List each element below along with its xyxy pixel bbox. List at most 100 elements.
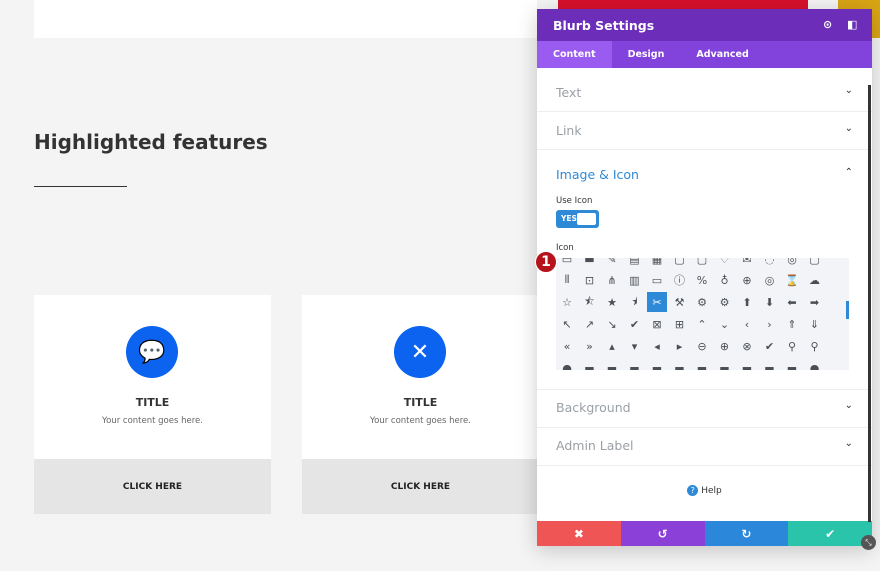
icon-option[interactable]: › bbox=[767, 317, 772, 331]
icon-option[interactable]: ♁ bbox=[720, 273, 729, 287]
icon-option[interactable]: ◂ bbox=[654, 339, 660, 353]
tab-design[interactable]: Design bbox=[627, 49, 665, 60]
cancel-button[interactable]: ✖ bbox=[537, 521, 621, 546]
resize-handle-icon[interactable]: ⤡ bbox=[861, 535, 876, 550]
redo-button[interactable]: ↻ bbox=[704, 521, 789, 546]
icon-option[interactable]: ↖ bbox=[562, 317, 572, 331]
icon-option[interactable]: ▬ bbox=[651, 361, 663, 371]
icon-option[interactable]: ⬆ bbox=[742, 295, 752, 309]
icon-option[interactable]: ▢ bbox=[696, 258, 708, 266]
icon-option[interactable]: ▾ bbox=[631, 339, 638, 353]
icon-option[interactable]: ⌛ bbox=[785, 273, 799, 287]
icon-option[interactable]: ⯨ bbox=[631, 294, 638, 308]
icon-option[interactable]: ⊕ bbox=[719, 339, 730, 353]
click-here-button[interactable]: CLICK HERE bbox=[302, 459, 539, 514]
section-text[interactable]: Text ⌄ bbox=[556, 85, 853, 100]
panel-scrollbar[interactable] bbox=[868, 85, 871, 522]
icon-option[interactable]: ▬ bbox=[674, 361, 685, 371]
icon-option[interactable]: ☆ bbox=[562, 295, 572, 309]
icon-option[interactable]: ⬇ bbox=[764, 295, 775, 309]
icon-option[interactable]: ⚲ bbox=[787, 339, 797, 353]
help-link[interactable]: ? Help bbox=[537, 485, 872, 496]
blurb-card[interactable]: 💬 TITLE Your content goes here. CLICK HE… bbox=[34, 295, 271, 514]
panel-header[interactable]: Blurb Settings ⊙ ◧ bbox=[537, 9, 872, 41]
icon-option[interactable]: ✉ bbox=[742, 258, 752, 266]
icon-option[interactable]: ▬ bbox=[741, 361, 753, 371]
icon-option[interactable]: ✂ bbox=[647, 292, 667, 312]
icon-option[interactable]: ◎ bbox=[787, 258, 797, 266]
chat-bubble-icon: 💬 bbox=[126, 326, 178, 378]
icon-option[interactable]: ✔ bbox=[629, 317, 640, 331]
icon-option[interactable]: ▬ bbox=[629, 361, 640, 371]
icon-option[interactable]: « bbox=[563, 339, 571, 353]
tab-advanced[interactable]: Advanced bbox=[696, 49, 749, 60]
icon-option[interactable]: ▢ bbox=[674, 258, 685, 266]
icon-option[interactable]: ⊕ bbox=[742, 273, 752, 287]
icon-option[interactable]: ▬ bbox=[584, 258, 595, 266]
icon-option[interactable]: ➡ bbox=[809, 295, 820, 309]
section-admin-label[interactable]: Admin Label ⌄ bbox=[556, 438, 853, 453]
icon-option[interactable]: ▦ bbox=[651, 258, 663, 266]
icon-option[interactable]: ⯪ bbox=[584, 294, 595, 308]
icon-option[interactable]: ⊠ bbox=[652, 317, 662, 331]
icon-picker-grid[interactable]: ▭ ▬ ✎ ▤ ▦ ▢ ▢ ♡ ✉ ◌ ◎ ▢ ⫴ ⊡ ⋔ ▥ ▭ ⓘ% ♁ ⊕ ◎ ⌛ ☁ ☆ ⯪ ★ ⯨ ✂ ⚒ ⚙ ⚙ ⬆ ⬇ ⬅ ➡ ↖ ↗ ↘ ✔… bbox=[556, 258, 849, 370]
icon-option[interactable]: ⌃ bbox=[697, 317, 707, 331]
icon-option[interactable]: ★ bbox=[607, 295, 617, 309]
icon-option[interactable]: ▬ bbox=[606, 361, 618, 371]
icon-option[interactable]: ▥ bbox=[629, 273, 640, 287]
icon-option[interactable]: ⊗ bbox=[742, 339, 752, 353]
panel-footer: ✖ ↺ ↻ ✔ bbox=[537, 521, 872, 546]
icon-option[interactable]: ↘ bbox=[607, 317, 617, 331]
icon-option[interactable]: ✎ bbox=[607, 258, 617, 266]
icon-option[interactable]: ✔ bbox=[764, 339, 775, 353]
icon-option[interactable]: ▭ bbox=[561, 258, 573, 266]
icon-option[interactable]: ▬ bbox=[584, 361, 595, 371]
icon-option[interactable]: ▭ bbox=[651, 273, 663, 287]
icon-option[interactable]: ⊞ bbox=[674, 317, 685, 331]
icon-option[interactable]: ▬ bbox=[764, 361, 775, 371]
icon-option[interactable]: ⌄ bbox=[719, 317, 730, 331]
blurb-card[interactable]: ✕ TITLE Your content goes here. CLICK HE… bbox=[302, 295, 539, 514]
icon-option[interactable]: ⚲ bbox=[810, 339, 819, 353]
icon-option[interactable]: ⬅ bbox=[787, 295, 797, 309]
icon-option[interactable]: ⋔ bbox=[607, 273, 617, 287]
fullscreen-icon[interactable]: ⊙ bbox=[823, 18, 833, 31]
icon-option[interactable]: ◌ bbox=[764, 258, 775, 266]
click-here-button[interactable]: CLICK HERE bbox=[34, 459, 271, 514]
icon-option[interactable]: ⇑ bbox=[787, 317, 797, 331]
icon-option[interactable]: ☁ bbox=[809, 273, 820, 287]
icon-option[interactable]: ⊖ bbox=[697, 339, 707, 353]
icon-option[interactable]: ↗ bbox=[584, 317, 595, 331]
use-icon-toggle[interactable]: YES bbox=[556, 210, 599, 228]
icon-option[interactable]: ‹ bbox=[744, 317, 750, 331]
icon-option[interactable]: ♡ bbox=[719, 258, 730, 266]
icon-option[interactable]: ⚒ bbox=[674, 295, 685, 309]
icon-picker-scrollbar[interactable] bbox=[846, 301, 849, 319]
icon-option[interactable]: ⊡ bbox=[584, 273, 595, 287]
icon-option[interactable]: ⓘ bbox=[674, 274, 685, 287]
icon-option[interactable]: ▬ bbox=[786, 361, 798, 371]
icon-option[interactable]: ● bbox=[809, 361, 820, 371]
icon-option[interactable]: » bbox=[586, 339, 593, 353]
icon-option[interactable]: ▤ bbox=[629, 258, 640, 266]
save-button[interactable]: ✔ bbox=[788, 521, 872, 546]
undo-button[interactable]: ↺ bbox=[620, 521, 705, 546]
section-image-icon[interactable]: Image & Icon ⌃ bbox=[556, 167, 853, 182]
icon-option[interactable]: % bbox=[696, 273, 708, 287]
icon-option[interactable]: ▸ bbox=[676, 339, 683, 353]
tab-content[interactable]: Content bbox=[537, 41, 612, 68]
icon-option[interactable]: ▬ bbox=[696, 361, 708, 371]
icon-option[interactable]: ▬ bbox=[719, 361, 730, 371]
section-background[interactable]: Background ⌄ bbox=[556, 400, 853, 415]
icon-option[interactable]: ▴ bbox=[609, 339, 615, 353]
section-link[interactable]: Link ⌄ bbox=[556, 123, 853, 138]
icon-option[interactable]: ⚙ bbox=[697, 295, 707, 309]
redo-icon: ↻ bbox=[741, 526, 752, 541]
icon-option[interactable]: ⇓ bbox=[809, 317, 820, 331]
icon-option[interactable]: ◎ bbox=[764, 273, 775, 287]
icon-option[interactable]: ● bbox=[562, 361, 572, 371]
icon-option[interactable]: ⚙ bbox=[719, 295, 730, 309]
icon-option[interactable]: ▢ bbox=[809, 258, 820, 266]
sidebar-toggle-icon[interactable]: ◧ bbox=[847, 18, 858, 31]
icon-option[interactable]: ⫴ bbox=[564, 273, 570, 286]
